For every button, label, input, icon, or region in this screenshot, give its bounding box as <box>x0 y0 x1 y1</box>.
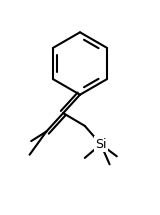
Text: Si: Si <box>95 138 107 151</box>
